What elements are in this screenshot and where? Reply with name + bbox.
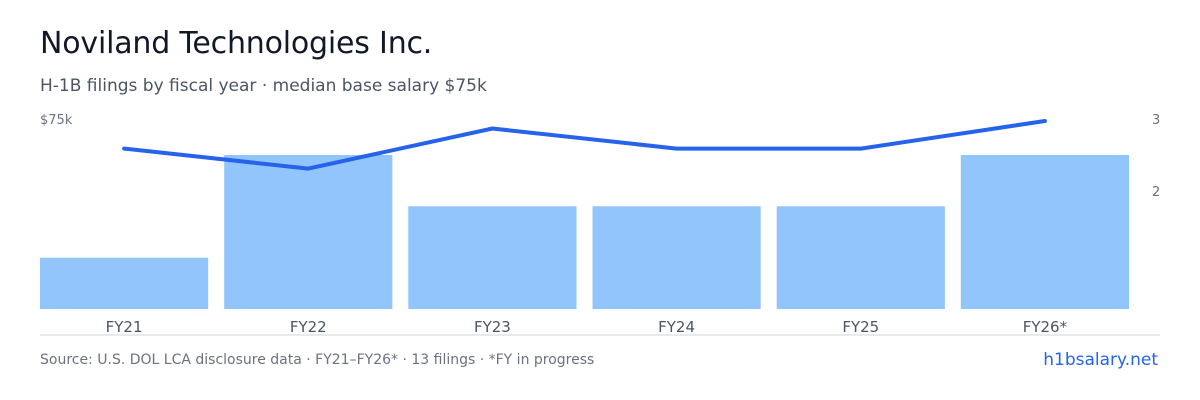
left-axis-max-label: $75k: [40, 113, 73, 128]
site-link[interactable]: h1bsalary.net: [1043, 350, 1158, 370]
chart-title: Noviland Technologies Inc.: [40, 26, 433, 61]
bar-fy22: [224, 155, 393, 309]
right-axis-tick-2: 2: [1152, 185, 1160, 200]
x-tick-label: FY24: [658, 318, 695, 336]
x-tick-label: FY22: [290, 318, 327, 336]
x-tick-label: FY26*: [1023, 318, 1068, 336]
chart-subtitle: H-1B filings by fiscal year · median bas…: [40, 76, 487, 96]
right-axis-tick-3: 3: [1152, 113, 1160, 128]
bar-fy21: [40, 257, 209, 309]
x-tick-label: FY21: [106, 318, 143, 336]
bar-fy26: [960, 155, 1129, 309]
bar-fy24: [592, 206, 761, 309]
x-tick-label: FY23: [474, 318, 511, 336]
bar-fy23: [408, 206, 577, 309]
x-tick-label: FY25: [842, 318, 879, 336]
bar-fy25: [776, 206, 945, 309]
salary-line: [122, 119, 1047, 171]
source-note: Source: U.S. DOL LCA disclosure data · F…: [40, 352, 595, 368]
